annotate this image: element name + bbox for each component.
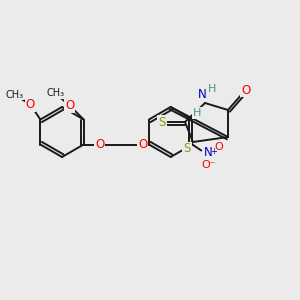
Text: S: S bbox=[158, 116, 166, 128]
Text: O: O bbox=[214, 142, 223, 152]
Text: CH₃: CH₃ bbox=[46, 88, 65, 98]
Text: S: S bbox=[183, 142, 191, 155]
Text: N: N bbox=[204, 146, 213, 159]
Text: H: H bbox=[208, 84, 216, 94]
Text: O: O bbox=[138, 138, 147, 151]
Text: N: N bbox=[198, 88, 206, 101]
Text: CH₃: CH₃ bbox=[5, 89, 23, 100]
Text: O: O bbox=[95, 138, 104, 151]
Text: O: O bbox=[242, 83, 250, 97]
Text: O⁻: O⁻ bbox=[201, 160, 216, 170]
Text: O: O bbox=[26, 98, 35, 111]
Text: O: O bbox=[65, 99, 74, 112]
Text: H: H bbox=[193, 108, 201, 118]
Text: +: + bbox=[210, 147, 217, 156]
